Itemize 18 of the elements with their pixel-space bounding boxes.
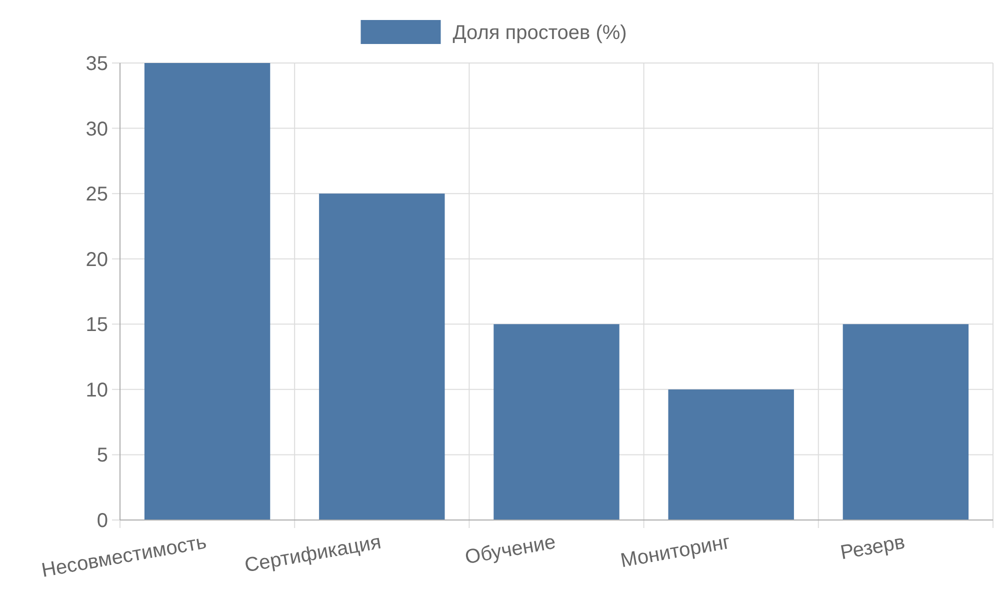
- x-tick-label: Сертификация: [243, 531, 383, 577]
- bar: [494, 324, 620, 520]
- x-tick-label: Резерв: [838, 531, 907, 564]
- x-tick-label: Обучение: [463, 531, 558, 569]
- bar: [319, 194, 445, 520]
- y-tick-label: 20: [86, 248, 108, 271]
- bar: [668, 389, 794, 520]
- bar: [144, 63, 270, 520]
- bar: [842, 324, 969, 520]
- y-tick-label: 0: [96, 510, 108, 532]
- y-tick-label: 30: [86, 118, 108, 140]
- y-tick-label: 25: [86, 184, 108, 206]
- x-tick-label: Мониторинг: [618, 531, 732, 572]
- y-tick-label: 5: [96, 444, 108, 467]
- y-tick-label: 35: [86, 53, 108, 75]
- y-tick-label: 15: [86, 314, 108, 336]
- legend-label: Доля простоев (%): [452, 22, 627, 44]
- y-tick-label: 10: [86, 379, 108, 402]
